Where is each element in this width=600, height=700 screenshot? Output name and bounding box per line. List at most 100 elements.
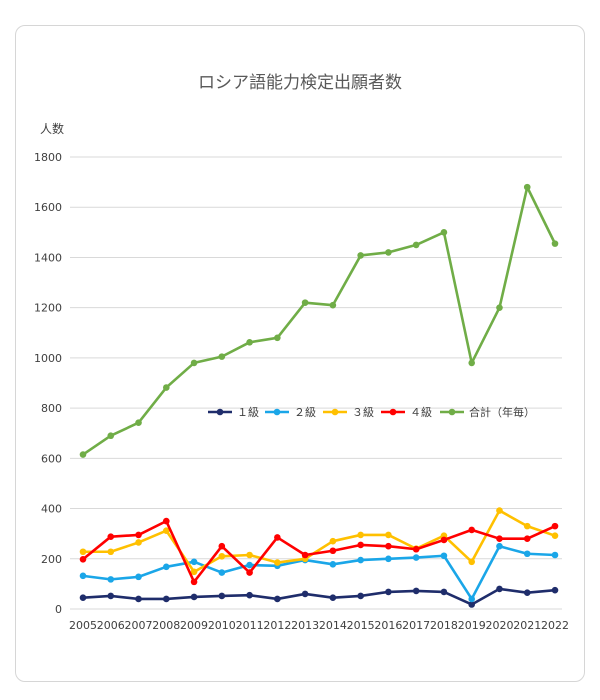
data-point <box>79 555 87 563</box>
data-point <box>385 588 392 596</box>
data-point <box>79 451 87 458</box>
data-point <box>135 539 142 546</box>
y-tick-label: 400 <box>41 503 62 516</box>
legend-item: 合計（年毎） <box>440 405 535 419</box>
data-point <box>329 301 337 309</box>
data-point <box>162 517 170 525</box>
x-tick-label: 2019 <box>458 619 486 632</box>
data-point <box>523 550 531 558</box>
data-point <box>385 531 392 539</box>
y-tick-label: 0 <box>55 603 62 616</box>
x-tick-label: 2012 <box>263 619 291 632</box>
data-point <box>440 552 448 560</box>
data-point <box>274 559 281 566</box>
x-tick-label: 2006 <box>97 619 125 632</box>
data-point <box>301 299 309 306</box>
data-point <box>246 591 253 599</box>
data-point <box>551 532 559 539</box>
data-point <box>79 594 87 601</box>
x-tick-label: 2009 <box>180 619 208 632</box>
legend-item: １級 <box>208 406 259 419</box>
legend-marker <box>448 408 456 416</box>
legend-marker <box>273 408 281 416</box>
x-tick-label: 2005 <box>69 619 97 632</box>
data-point <box>496 585 503 593</box>
data-point <box>385 249 392 256</box>
data-point <box>218 552 226 560</box>
data-point <box>440 536 448 544</box>
data-point <box>468 601 476 608</box>
data-point <box>79 548 87 556</box>
x-tick-label: 2008 <box>152 619 180 632</box>
data-point <box>190 593 198 601</box>
data-point <box>440 229 448 236</box>
data-point <box>329 547 337 555</box>
legend-label: ２級 <box>294 406 316 419</box>
legend-item: ４級 <box>381 406 432 419</box>
data-point <box>107 548 115 556</box>
data-point <box>218 353 226 360</box>
data-point <box>468 359 476 367</box>
x-tick-label: 2013 <box>291 619 319 632</box>
y-tick-label: 600 <box>41 452 62 465</box>
data-point <box>246 339 253 346</box>
legend-label: ４級 <box>410 406 432 419</box>
legend-label: １級 <box>237 406 259 419</box>
data-point <box>412 587 420 595</box>
data-point <box>412 545 420 553</box>
data-point <box>301 590 309 598</box>
data-point <box>523 535 531 542</box>
data-point <box>523 522 531 530</box>
data-point <box>523 183 531 191</box>
x-tick-label: 2016 <box>374 619 402 632</box>
data-point <box>218 592 226 600</box>
data-point <box>329 594 337 601</box>
data-point <box>412 241 420 249</box>
legend: １級 ２級 ３級 ４級 合計（年毎） <box>208 405 535 419</box>
y-tick-label: 1800 <box>34 151 62 164</box>
x-tick-label: 2022 <box>541 619 569 632</box>
data-point <box>357 556 364 564</box>
data-point <box>107 576 115 583</box>
y-axis-label: 人数 <box>40 121 64 136</box>
data-point <box>357 252 364 259</box>
data-point <box>468 526 476 534</box>
data-point <box>135 573 142 581</box>
series-line <box>82 544 556 601</box>
series-3 <box>79 507 559 576</box>
data-point <box>162 595 170 603</box>
data-point <box>440 588 448 596</box>
data-point <box>357 531 364 539</box>
x-tick-label: 2017 <box>402 619 430 632</box>
data-point <box>385 555 392 563</box>
data-point <box>135 595 142 603</box>
data-point <box>162 563 170 571</box>
data-point <box>162 384 170 391</box>
y-tick-label: 200 <box>41 553 62 566</box>
x-tick-label: 2021 <box>513 619 541 632</box>
legend-marker <box>331 408 339 416</box>
series-2 <box>79 542 559 603</box>
data-point <box>496 304 503 311</box>
data-point <box>246 569 253 576</box>
data-point <box>523 589 531 596</box>
y-tick-label: 800 <box>41 402 62 415</box>
data-point <box>496 542 503 550</box>
x-tick-label: 2011 <box>236 619 264 632</box>
x-tick-label: 2010 <box>208 619 236 632</box>
legend-label: ３級 <box>352 406 374 419</box>
legend-marker <box>216 408 224 416</box>
data-point <box>274 534 281 541</box>
series-line <box>82 519 556 584</box>
data-point <box>246 551 253 559</box>
data-point <box>329 537 337 545</box>
data-point <box>551 240 559 247</box>
data-point <box>412 554 420 561</box>
x-tick-label: 2018 <box>430 619 458 632</box>
data-point <box>246 561 253 569</box>
x-tick-label: 2020 <box>485 619 513 632</box>
series-4 <box>79 517 559 586</box>
data-point <box>468 595 476 603</box>
data-point <box>551 522 559 530</box>
